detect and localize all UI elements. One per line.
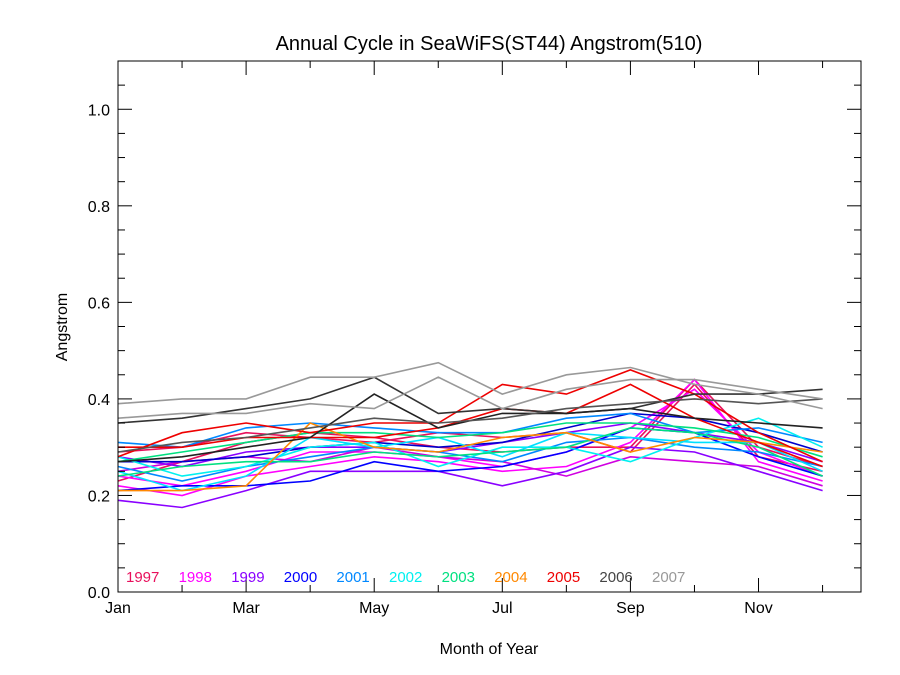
legend-entry-2002: 2002 <box>389 569 422 586</box>
x-tick-label: May <box>359 600 389 617</box>
legend: 1997 1998 1999 2000 2001 2002 2003 2004 2005 2006… <box>126 569 685 586</box>
x-tick-label: Jan <box>105 600 131 617</box>
x-tick-label: Nov <box>744 600 772 617</box>
series-line-1999-5 <box>117 446 823 509</box>
series-line-2005-16 <box>117 369 823 463</box>
legend-entry-2000: 2000 <box>284 569 317 586</box>
y-tick-label: 0.0 <box>88 585 110 602</box>
legend-entry-2007: 2007 <box>652 569 685 586</box>
series-line-2007-22 <box>117 376 823 419</box>
x-axis-label: Month of Year <box>440 641 539 658</box>
series-line-1997-0 <box>117 378 823 482</box>
legend-entry-2003: 2003 <box>442 569 475 586</box>
series-lines <box>117 361 823 509</box>
y-axis-label: Angstrom <box>54 293 71 361</box>
y-tick-label: 0.4 <box>88 392 110 409</box>
series-line-2007-21 <box>117 361 823 410</box>
series-line-2006-18 <box>117 376 823 424</box>
chart-title: Annual Cycle in SeaWiFS(ST44) Angstrom(5… <box>276 33 703 55</box>
series-line-2003-14 <box>117 422 823 463</box>
series-line-2001-9 <box>117 412 823 449</box>
legend-entry-1999: 1999 <box>231 569 264 586</box>
x-tick-label: Jul <box>492 600 512 617</box>
x-tick-label: Mar <box>232 600 260 617</box>
series-line-2002-12 <box>117 431 823 492</box>
series-line-2004-15 <box>118 422 823 492</box>
y-tick-label: 0.6 <box>88 295 110 312</box>
legend-entry-2005: 2005 <box>547 569 580 586</box>
series-line-2006-20 <box>117 398 823 453</box>
y-tick-label: 0.8 <box>88 199 110 216</box>
series-line-2003-13 <box>117 427 823 477</box>
series-line-2002-11 <box>117 417 823 477</box>
x-tick-label: Sep <box>616 600 645 617</box>
legend-entry-1998: 1998 <box>179 569 212 586</box>
legend-entry-2006: 2006 <box>599 569 632 586</box>
y-tick-label: 0.2 <box>88 488 110 505</box>
y-tick-label: 1.0 <box>88 102 110 119</box>
plot-area-frame <box>117 60 862 593</box>
axes: 0.0 0.2 0.4 0.6 0.8 1.0 Jan Mar May Jul Sep Nov <box>88 61 861 617</box>
legend-entry-2004: 2004 <box>494 569 527 586</box>
legend-entry-1997: 1997 <box>126 569 159 586</box>
legend-entry-2001: 2001 <box>336 569 369 586</box>
